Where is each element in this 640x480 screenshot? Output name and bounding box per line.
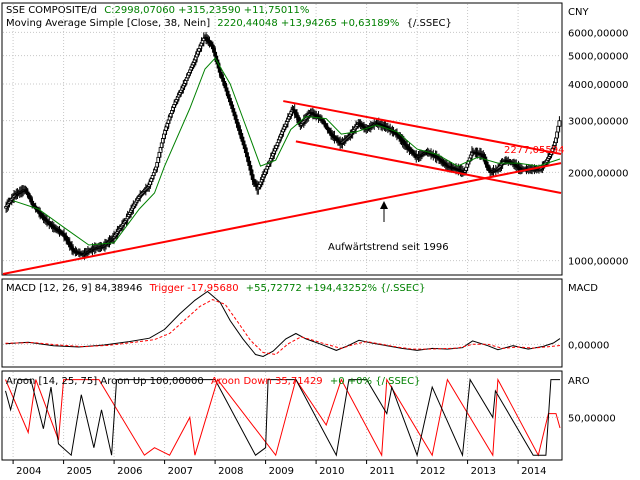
macd-panel-frame <box>1 278 563 368</box>
x-tick-label: 2013 <box>471 466 496 477</box>
price-tick-label: 3000,00000 <box>568 117 628 128</box>
aroon-down-label: Aroon Down 35,71429 <box>211 376 323 387</box>
price-tick-label: 2000,00000 <box>568 168 628 179</box>
annotation-arrow-head <box>380 201 388 209</box>
x-tick-label: 2012 <box>420 466 445 477</box>
candles <box>4 31 562 260</box>
x-tick-label: 2009 <box>269 466 294 477</box>
x-tick-label: 2010 <box>319 466 344 477</box>
macd-tick-label: 0,00000 <box>568 340 609 351</box>
aroon-down-line <box>5 377 561 457</box>
ma-source: {/.SSEC} <box>407 18 452 29</box>
macd-line <box>5 290 561 358</box>
price-tick-label: 1000,00000 <box>568 257 628 268</box>
trendline-channel_lower <box>295 140 562 194</box>
macd-trigger: Trigger -17,95680 <box>149 283 239 294</box>
ma-label: Moving Average Simple [Close, 38, Nein] <box>6 18 210 29</box>
symbol-label: SSE COMPOSITE/d <box>6 5 97 16</box>
ma-header: Moving Average Simple [Close, 38, Nein] … <box>6 18 452 29</box>
price-panel-frame <box>1 2 563 276</box>
aroon-values: +0 +0% {/.SSEC} <box>330 376 421 387</box>
x-tick-label: 2007 <box>168 466 193 477</box>
macd-values: +55,72772 +194,43252% {/.SSEC} <box>246 283 426 294</box>
aroon-tick-label: 50,00000 <box>568 413 616 424</box>
price-tick-label: 6000,00000 <box>568 28 628 39</box>
aroon-up-label: Aroon [14, 25, 75] Aroon Up 100,00000 <box>6 376 204 387</box>
x-tick-label: 2006 <box>117 466 142 477</box>
currency-label: CNY <box>568 7 589 18</box>
level-annotation: 2277,05594 <box>504 145 564 156</box>
macd-axis-label: MACD <box>568 283 598 294</box>
x-tick-label: 2014 <box>521 466 546 477</box>
price-tick-label: 4000,00000 <box>568 80 628 91</box>
x-tick-label: 2011 <box>370 466 395 477</box>
price-header: SSE COMPOSITE/d C:2998,07060 +315,23590 … <box>6 5 309 16</box>
x-tick-label: 2004 <box>16 466 41 477</box>
candle-body <box>557 120 562 127</box>
trendline-uptrend <box>2 162 562 275</box>
aroon-axis-label: ARO <box>568 376 590 387</box>
ma-values: 2220,44048 +13,94265 +0,63189% <box>217 18 399 29</box>
axes: 1000,00000 2000,00000 3000,00000 4000,00000… <box>12 28 628 477</box>
moving-average-line <box>12 57 561 246</box>
uptrend-annotation: Aufwärtstrend seit 1996 <box>328 242 449 253</box>
x-tick-label: 2008 <box>218 466 243 477</box>
macd-header: MACD [12, 26, 9] 84,38946 Trigger -17,95… <box>6 283 425 294</box>
macd-params: MACD [12, 26, 9] 84,38946 <box>6 283 142 294</box>
x-tick-label: 2005 <box>67 466 92 477</box>
price-tick-label: 5000,00000 <box>568 52 628 63</box>
aroon-panel-frame <box>1 370 563 461</box>
aroon-up-line <box>5 378 560 458</box>
ohlc-label: C:2998,07060 +315,23590 +11,75011% <box>104 5 309 16</box>
trendline-channel_upper <box>283 100 562 155</box>
chart-marks <box>2 31 562 458</box>
macd-trigger-line <box>5 299 561 356</box>
aroon-header: Aroon [14, 25, 75] Aroon Up 100,00000 Ar… <box>6 376 420 387</box>
